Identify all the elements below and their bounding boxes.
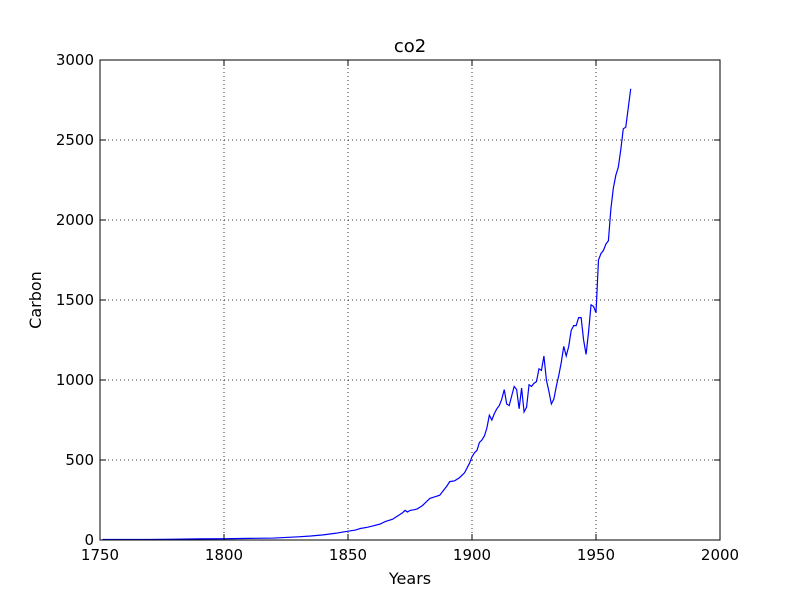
y-tick-label: 3000: [56, 51, 94, 69]
plot-area: [102, 88, 632, 540]
x-tick-label: 2000: [701, 546, 739, 564]
y-tick-label: 2000: [56, 211, 94, 229]
series-line: [102, 88, 632, 540]
y-axis-title: Carbon: [26, 271, 45, 329]
y-tick-label: 1500: [56, 291, 94, 309]
x-tick-label: 1750: [81, 546, 119, 564]
x-tick-label: 1850: [329, 546, 367, 564]
chart-title: co2: [394, 36, 426, 57]
x-tick-label: 1800: [205, 546, 243, 564]
x-tick-label: 1950: [577, 546, 615, 564]
grid-lines: [99, 59, 721, 541]
y-tick-label: 500: [65, 451, 94, 469]
y-tick-label: 1000: [56, 371, 94, 389]
x-axis-title: Years: [388, 569, 431, 588]
x-tick-label: 1900: [453, 546, 491, 564]
y-tick-label: 2500: [56, 131, 94, 149]
axis-ticks: 1750 1800 1850 1900 1950 2000 0 500 1000 1500 2000…: [56, 51, 739, 564]
y-tick-label: 0: [84, 531, 94, 549]
